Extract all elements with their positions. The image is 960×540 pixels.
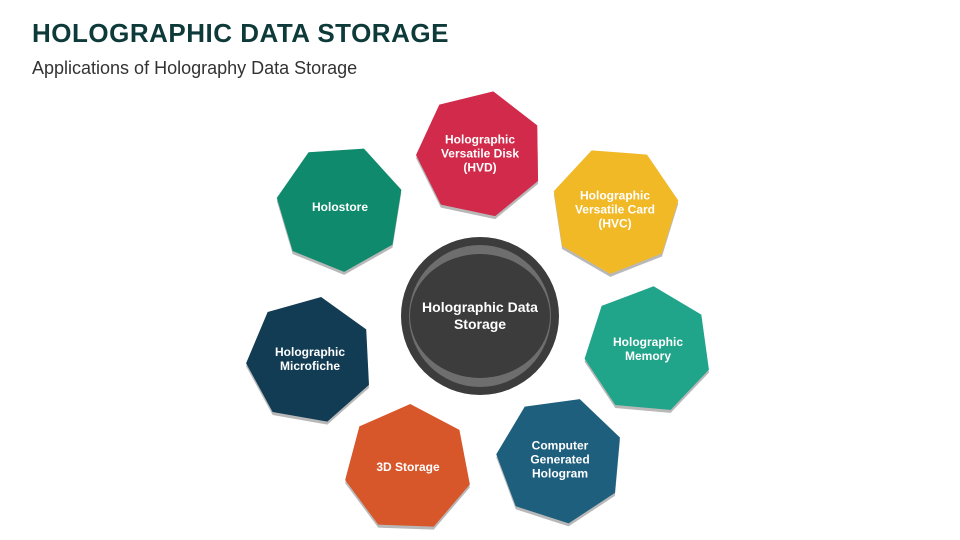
heptagon-icon (246, 296, 374, 424)
heptagon-icon (496, 396, 624, 524)
radial-diagram: Holographic Data StorageHolographic Vers… (0, 0, 960, 540)
heptagon-icon (416, 90, 544, 218)
center-hub: Holographic Data Storage (401, 237, 559, 395)
heptagon-icon (276, 144, 404, 272)
center-label: Holographic Data Storage (410, 254, 550, 378)
heptagon-icon (584, 286, 712, 414)
heptagon-icon (551, 146, 679, 274)
center-ring: Holographic Data Storage (409, 245, 551, 387)
